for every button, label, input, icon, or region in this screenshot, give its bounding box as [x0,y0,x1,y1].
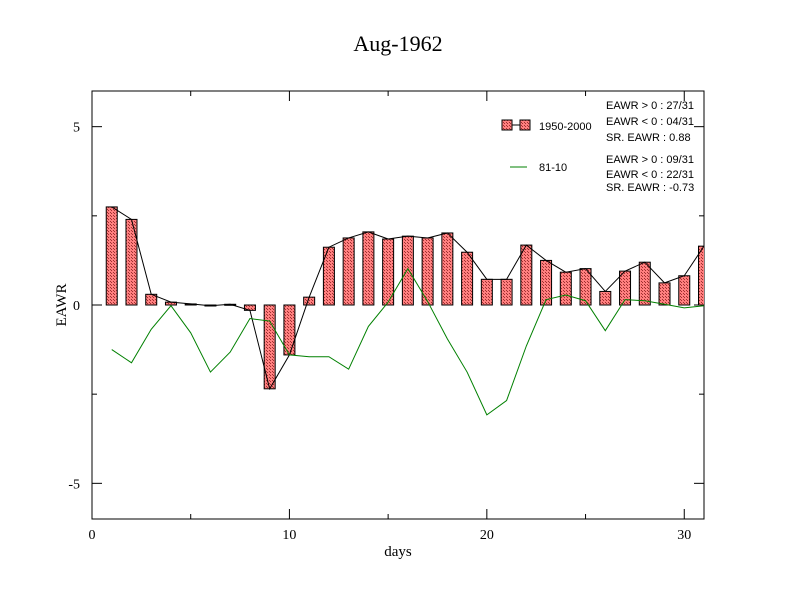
bar-1950-2000 [698,245,704,306]
legend: 1950-2000 81-10 [501,119,592,174]
x-tick-label: 30 [677,528,691,543]
bar-1950-2000 [105,206,118,306]
legend-swatch-1950-2000 [519,119,531,131]
bar-1950-2000 [480,278,493,306]
bar-1950-2000 [441,232,454,306]
legend-label-1950-2000: 1950-2000 [539,121,592,133]
x-axis-ticks: 0 10 20 30 [89,91,691,543]
bar-1950-2000 [500,278,513,306]
x-tick-label: 20 [480,528,494,543]
legend-label-81-10: 81-10 [539,162,567,174]
y-tick-label: -5 [68,477,80,492]
series-1950-2000-bars [105,206,704,390]
y-axis-ticks: -5 0 5 [68,121,704,492]
bar-1950-2000 [638,261,651,306]
stat-1950-sr: SR. EAWR : 0.88 [606,132,691,144]
legend-swatch-1950-2000 [501,119,513,131]
stat-8110-positive: EAWR > 0 : 09/31 [606,154,694,166]
bar-1950-2000 [678,275,691,306]
stat-8110-sr: SR. EAWR : -0.73 [606,182,694,194]
stats-block: EAWR > 0 : 27/31 EAWR < 0 : 04/31 SR. EA… [606,100,694,194]
series-81-10-line [111,267,704,416]
y-tick-label: 0 [73,299,80,314]
bar-1950-2000 [342,237,355,306]
y-axis-label: EAWR [54,284,70,327]
stat-1950-positive: EAWR > 0 : 27/31 [606,100,694,112]
chart-title: Aug-1962 [353,31,442,56]
bar-1950-2000 [401,235,414,306]
bar-1950-2000 [362,231,375,306]
x-axis-label: days [384,544,412,560]
x-tick-label: 0 [89,528,96,543]
y-tick-label: 5 [73,121,80,136]
bar-1950-2000 [461,251,474,306]
bar-1950-2000 [658,282,671,306]
stat-8110-negative: EAWR < 0 : 22/31 [606,169,694,181]
stat-1950-negative: EAWR < 0 : 04/31 [606,116,694,128]
bar-1950-2000 [263,304,276,390]
series-1950-2000-line [111,206,704,391]
bar-1950-2000 [599,290,612,306]
bar-1950-2000 [520,244,533,306]
x-tick-label: 10 [282,528,296,543]
bar-1950-2000 [559,271,572,306]
